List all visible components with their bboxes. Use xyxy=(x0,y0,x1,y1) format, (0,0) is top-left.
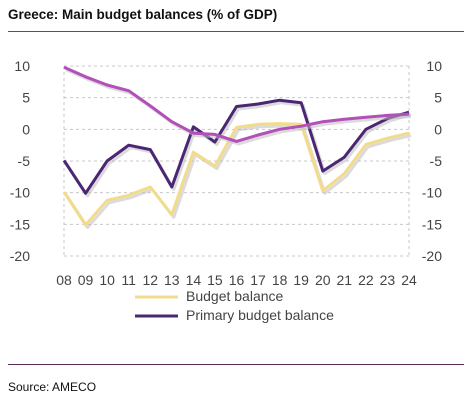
title-divider xyxy=(8,31,464,32)
y-tick-label-right: 5 xyxy=(434,90,442,106)
series-lines xyxy=(62,65,412,229)
y-axis-left: 10 5 0 -5 -10 -15 -20 xyxy=(10,58,30,264)
legend: Budget balance Primary budget balance xyxy=(135,288,334,323)
source-note: Source: AMECO xyxy=(8,380,97,394)
y-tick-label-right: -15 xyxy=(422,216,442,232)
footer-divider xyxy=(8,364,464,365)
x-tick-label: 08 xyxy=(56,272,72,288)
x-tick-label: 10 xyxy=(99,272,115,288)
x-tick-label: 16 xyxy=(229,272,245,288)
y-tick-label-right: 0 xyxy=(434,121,442,137)
y-tick-label-left: 10 xyxy=(14,58,30,74)
x-axis: 08 09 10 11 12 13 14 15 16 17 18 19 20 21 22 23 24 xyxy=(56,272,417,288)
x-tick-label: 24 xyxy=(401,272,417,288)
y-tick-label-right: 10 xyxy=(426,58,442,74)
chart-svg: 10 5 0 -5 -10 -15 -20 10 5 0 -5 -10 -15 -20 08 09 10 11… xyxy=(10,58,442,323)
x-tick-label: 11 xyxy=(121,272,136,288)
x-tick-label: 21 xyxy=(337,272,353,288)
y-tick-label-left: -10 xyxy=(10,185,30,201)
x-tick-label: 17 xyxy=(250,272,266,288)
x-tick-label: 20 xyxy=(315,272,331,288)
chart-title: Greece: Main budget balances (% of GDP) xyxy=(8,7,278,22)
x-tick-label: 15 xyxy=(207,272,223,288)
y-tick-label-right: -20 xyxy=(422,248,442,264)
series-line-shadow xyxy=(64,124,412,229)
x-tick-label: 12 xyxy=(142,272,158,288)
x-tick-label: 09 xyxy=(78,272,94,288)
x-tick-label: 18 xyxy=(272,272,288,288)
x-tick-label: 14 xyxy=(186,272,202,288)
y-tick-label-right: -10 xyxy=(422,185,442,201)
legend-label: Budget balance xyxy=(186,288,284,304)
series-line-shadow xyxy=(64,101,412,198)
y-tick-label-left: 0 xyxy=(22,121,30,137)
x-tick-label: 13 xyxy=(164,272,180,288)
x-tick-label: 19 xyxy=(293,272,309,288)
series-line-shadow xyxy=(65,68,412,146)
y-tick-label-left: 5 xyxy=(22,90,30,106)
y-tick-label-right: -5 xyxy=(430,153,443,169)
grid-lines xyxy=(63,65,410,257)
y-tick-label-left: -5 xyxy=(18,153,31,169)
y-axis-right: 10 5 0 -5 -10 -15 -20 xyxy=(422,58,442,264)
x-tick-label: 22 xyxy=(358,272,374,288)
y-tick-label-left: -20 xyxy=(10,248,30,264)
legend-label: Primary budget balance xyxy=(186,307,334,323)
x-tick-label: 23 xyxy=(380,272,396,288)
y-tick-label-left: -15 xyxy=(10,216,30,232)
